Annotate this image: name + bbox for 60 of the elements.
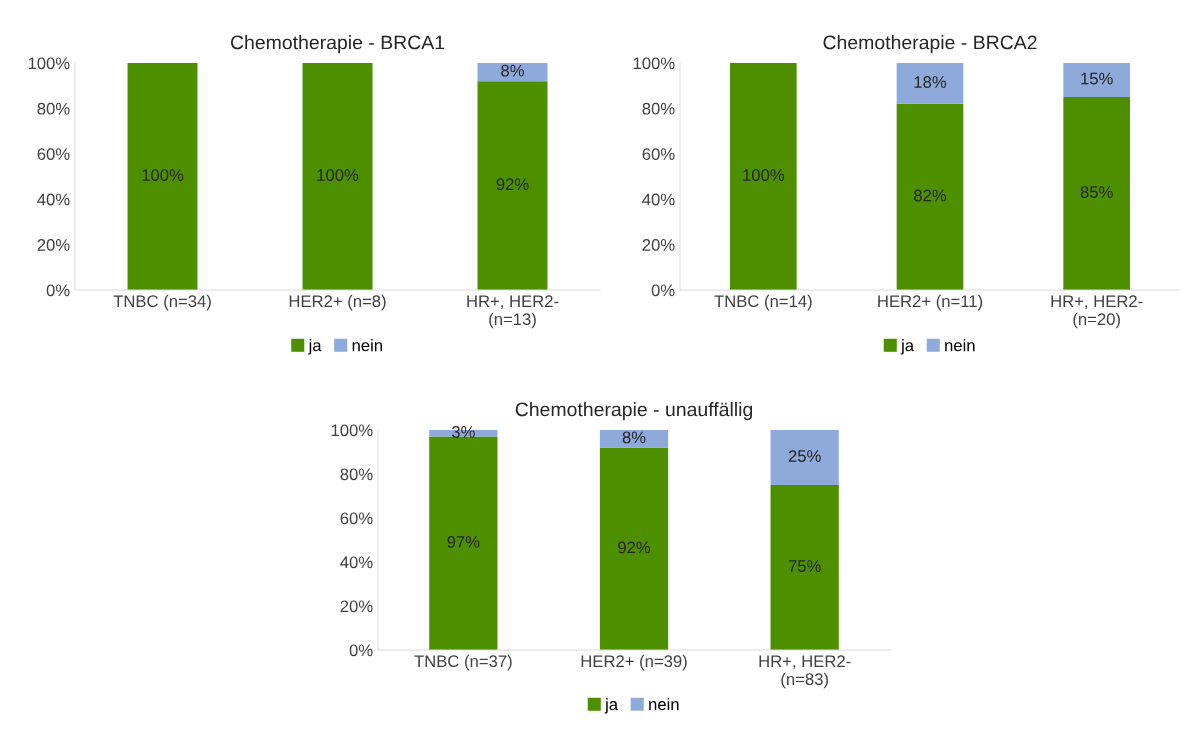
data-label: 82%: [914, 189, 947, 202]
data-label: 15%: [1081, 72, 1113, 85]
bar: [896, 63, 964, 104]
y-tick-label: 100%: [28, 57, 70, 70]
x-tick-label: HER2+ (n=8): [289, 294, 386, 311]
y-tick-label: 60%: [340, 512, 373, 525]
x-tick-label: TNBC (n=14): [714, 294, 812, 311]
bar: [770, 430, 839, 485]
bar: [896, 103, 964, 290]
y-tick-label: 40%: [642, 193, 675, 206]
x-tick-label: HER2+ (n=11): [878, 294, 983, 311]
data-label: 75%: [788, 560, 821, 572]
x-tick-label: HR+, HER2- (n=83): [759, 655, 851, 689]
data-label: 92%: [496, 178, 529, 191]
legend-label: ja: [308, 339, 322, 355]
bar: [1063, 63, 1130, 98]
bar: [770, 485, 839, 650]
bar: [1063, 97, 1130, 290]
y-tick-label: 100%: [331, 424, 373, 437]
y-tick-label: 20%: [642, 239, 675, 251]
y-tick-label: 0%: [651, 284, 675, 297]
data-label: 25%: [788, 450, 821, 462]
data-label: 97%: [447, 535, 480, 548]
x-tick-label: HR+, HER2- (n=13): [467, 295, 559, 329]
chart-title: Chemotherapie - unauffällig: [515, 402, 753, 421]
bar: [730, 63, 797, 290]
y-tick-label: 0%: [349, 644, 373, 657]
y-tick-label: 60%: [37, 148, 70, 160]
x-tick-label: HR+, HER2- (n=20): [1051, 295, 1143, 329]
y-tick-label: 100%: [633, 57, 675, 70]
legend-label: nein: [945, 339, 975, 352]
y-tick-label: 40%: [37, 193, 70, 206]
bar: [429, 436, 498, 650]
y-tick-label: 20%: [37, 239, 70, 251]
chart-title: Chemotherapie - BRCA1: [230, 35, 445, 54]
y-tick-label: 80%: [642, 102, 675, 115]
y-tick-label: 60%: [642, 148, 675, 160]
data-label: 85%: [1080, 186, 1113, 198]
data-label: 100%: [317, 169, 359, 181]
y-tick-label: 40%: [340, 556, 373, 569]
bar: [599, 447, 669, 650]
data-label: 92%: [618, 541, 651, 554]
bar: [599, 430, 669, 448]
legend-label: nein: [649, 698, 679, 711]
data-label: 100%: [142, 169, 184, 181]
chart-title: Chemotherapie - BRCA2: [823, 35, 1037, 54]
legend-label: nein: [352, 339, 382, 352]
legend-label: ja: [604, 698, 619, 714]
data-label: 100%: [743, 169, 785, 181]
x-tick-label: TNBC (n=34): [113, 294, 211, 311]
data-label: 8%: [501, 64, 524, 77]
y-tick-label: 80%: [340, 468, 373, 481]
y-tick-label: 80%: [37, 102, 70, 115]
x-tick-label: TNBC (n=37): [414, 654, 512, 671]
x-tick-label: HER2+ (n=39): [581, 654, 687, 671]
y-tick-label: 20%: [340, 600, 373, 613]
y-tick-label: 0%: [46, 284, 70, 297]
data-label: 8%: [622, 431, 646, 444]
data-label: 18%: [914, 76, 947, 88]
legend-label: ja: [900, 339, 915, 355]
